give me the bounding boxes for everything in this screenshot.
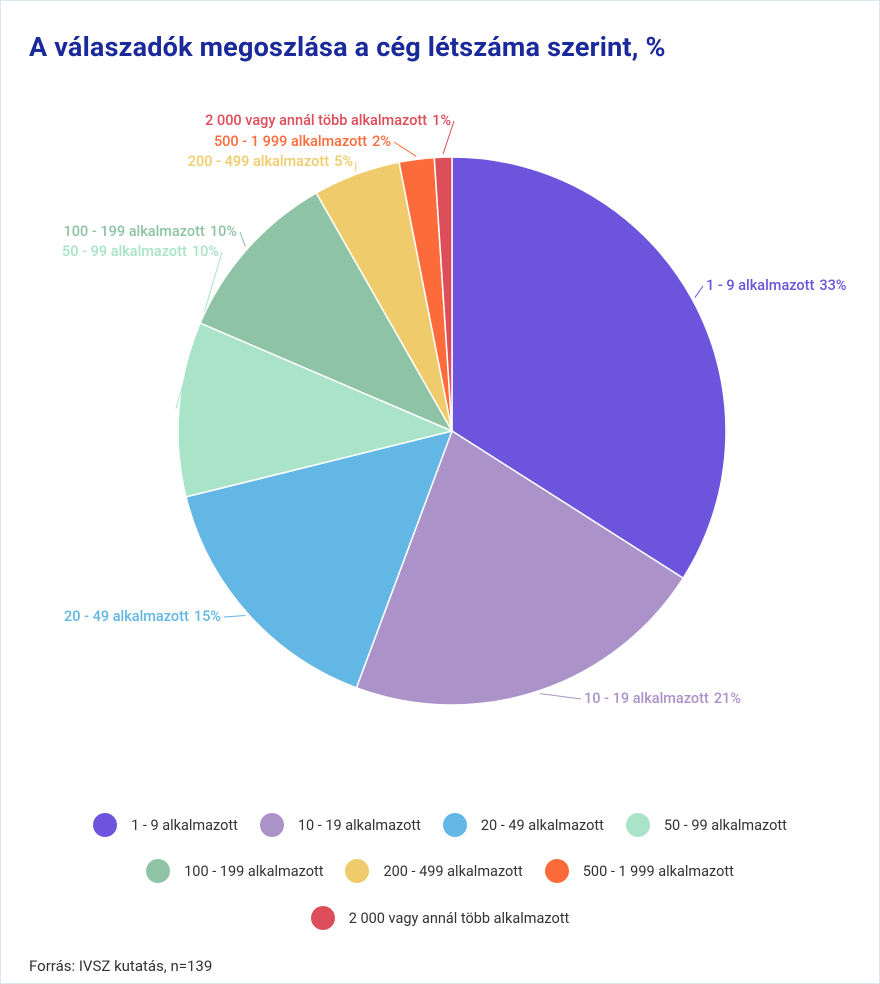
legend-item[interactable]: 2 000 vagy annál több alkalmazott <box>310 906 570 930</box>
legend-swatch <box>259 813 284 837</box>
legend-swatch <box>442 813 467 837</box>
data-label: 10 - 19 alkalmazott 21% <box>584 690 741 707</box>
data-label: 1 - 9 alkalmazott 33% <box>706 277 847 294</box>
data-label: 100 - 199 alkalmazott 10% <box>64 223 238 240</box>
data-label: 500 - 1 999 alkalmazott 2% <box>214 133 391 150</box>
pie-area: 1 - 9 alkalmazott 33% 10 - 19 alkalmazott 2… <box>62 112 847 707</box>
legend-swatch <box>544 859 569 883</box>
pie-slice <box>199 191 454 433</box>
legend-swatch <box>345 859 370 883</box>
legend-label: 10 - 19 alkalmazott <box>297 816 421 834</box>
data-label-value: 10% <box>210 223 237 240</box>
data-label-category: 1 - 9 alkalmazott <box>706 277 814 294</box>
data-label-value: 1% <box>432 112 451 129</box>
legend-swatch <box>310 906 335 930</box>
legend-label: 200 - 499 alkalmazott <box>383 862 523 880</box>
legend-label: 50 - 99 alkalmazott <box>663 816 787 834</box>
legend-item[interactable]: 200 - 499 alkalmazott <box>345 859 523 883</box>
legend-item[interactable]: 10 - 19 alkalmazott <box>259 813 421 837</box>
data-label-value: 2% <box>372 133 391 150</box>
source-note: Forrás: IVSZ kutatás, n=139 <box>29 957 213 975</box>
legend-row: 2 000 vagy annál több alkalmazott <box>1 906 879 930</box>
pie-slice <box>355 429 685 706</box>
data-label-value: 5% <box>334 153 353 170</box>
data-label-value: 15% <box>194 608 221 625</box>
legend-item[interactable]: 500 - 1 999 alkalmazott <box>544 859 734 883</box>
legend-label: 100 - 199 alkalmazott <box>184 862 324 880</box>
legend-item[interactable]: 1 - 9 alkalmazott <box>93 813 238 837</box>
legend-label: 20 - 49 alkalmazott <box>480 816 604 834</box>
data-label-category: 10 - 19 alkalmazott <box>584 690 709 707</box>
legend-row: 1 - 9 alkalmazott 10 - 19 alkalmazott 20 -… <box>1 813 879 837</box>
legend-swatch <box>625 813 650 837</box>
data-label-category: 100 - 199 alkalmazott <box>64 223 205 240</box>
pie-slice <box>185 429 454 689</box>
legend-label: 500 - 1 999 alkalmazott <box>582 862 734 880</box>
data-label: 200 - 499 alkalmazott 5% <box>188 153 354 170</box>
data-label-value: 21% <box>714 690 741 707</box>
leader-line <box>393 141 417 157</box>
chart-title: A válaszadók megoszlása a cég létszáma s… <box>29 31 666 63</box>
legend-row: 100 - 199 alkalmazott 200 - 499 alkalmazo… <box>1 859 879 883</box>
pie-slice <box>433 156 453 432</box>
leader-line <box>239 231 246 247</box>
leader-line <box>223 614 246 618</box>
leader-line <box>540 693 582 700</box>
leader-line <box>354 161 357 172</box>
data-label: 50 - 99 alkalmazott 10% <box>62 243 219 260</box>
leader-line <box>442 120 455 155</box>
leader-line <box>175 251 223 409</box>
data-label-category: 20 - 49 alkalmazott <box>64 608 189 625</box>
data-label-category: 2 000 vagy annál több alkalmazott <box>205 112 427 129</box>
data-label-value: 33% <box>819 277 846 294</box>
legend-swatch <box>93 813 118 837</box>
data-label-category: 200 - 499 alkalmazott <box>188 153 329 170</box>
data-label-category: 500 - 1 999 alkalmazott <box>214 133 367 150</box>
legend-swatch <box>146 859 171 883</box>
data-label-category: 50 - 99 alkalmazott <box>62 243 187 260</box>
data-label-value: 10% <box>192 243 219 260</box>
legend-item[interactable]: 50 - 99 alkalmazott <box>625 813 787 837</box>
pie-slice <box>451 156 727 580</box>
data-label: 20 - 49 alkalmazott 15% <box>64 608 221 625</box>
legend-label: 2 000 vagy annál több alkalmazott <box>348 909 570 927</box>
legend-item[interactable]: 20 - 49 alkalmazott <box>442 813 604 837</box>
leader-line <box>694 285 704 298</box>
pie-slice <box>177 322 455 498</box>
data-label: 2 000 vagy annál több alkalmazott 1% <box>205 112 451 129</box>
legend-item[interactable]: 100 - 199 alkalmazott <box>146 859 323 883</box>
legend-label: 1 - 9 alkalmazott <box>131 816 238 834</box>
